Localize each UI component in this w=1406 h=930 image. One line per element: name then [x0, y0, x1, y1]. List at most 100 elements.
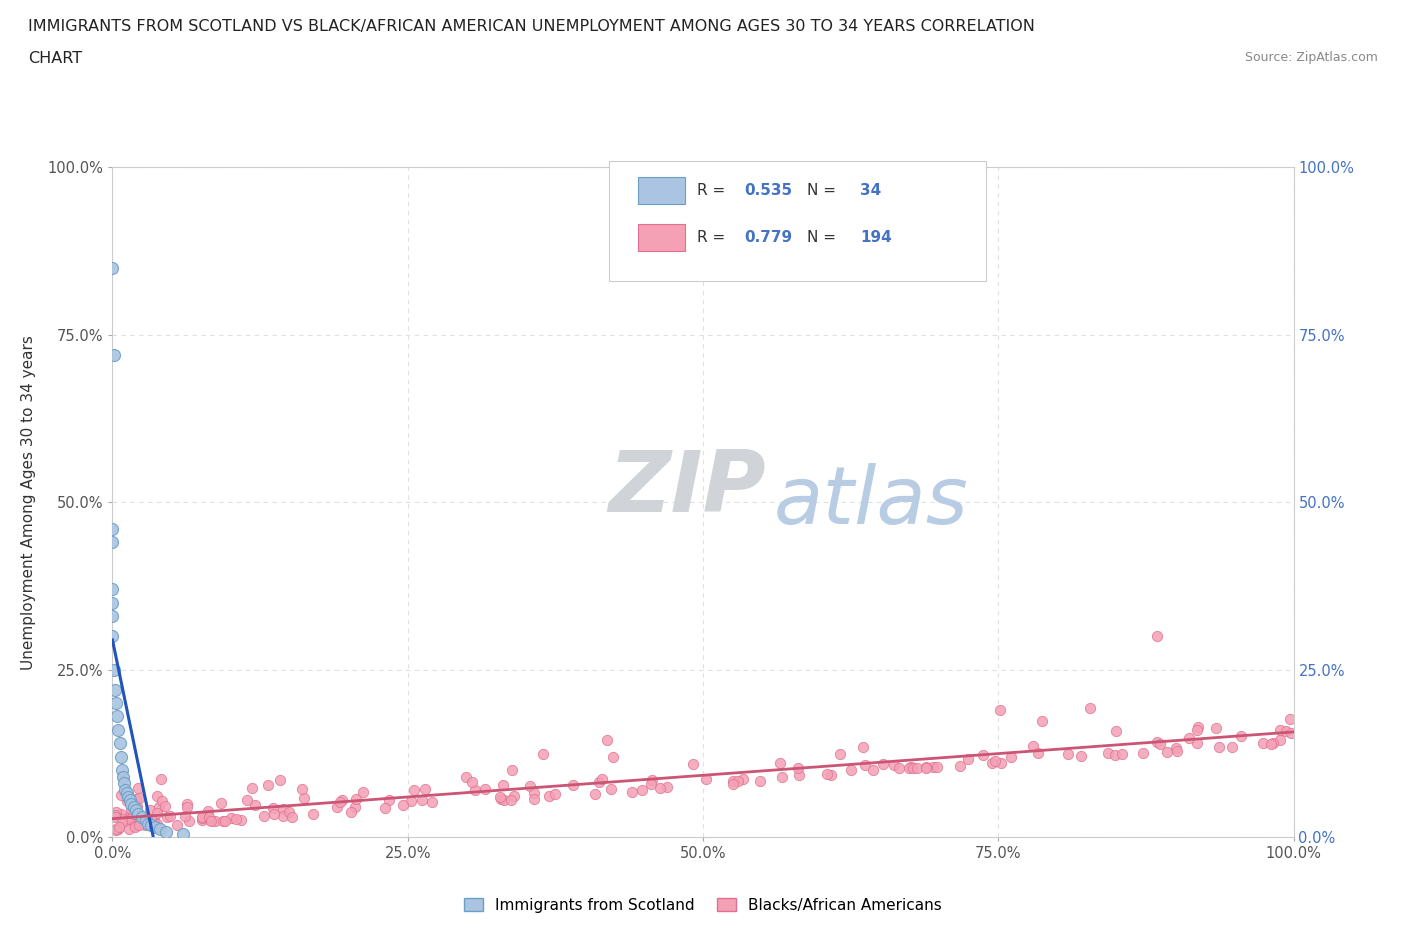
Point: [914, 761, 936, 776]
Point: [105, 821, 128, 836]
Point: [531, 747, 554, 762]
Point: [191, 813, 214, 828]
Point: [108, 819, 131, 834]
Point: [600, 782, 623, 797]
Point: [262, 801, 284, 816]
Point: [620, 784, 643, 799]
Point: [149, 821, 172, 836]
Point: [1208, 739, 1230, 754]
Point: [136, 817, 159, 831]
Point: [155, 824, 177, 839]
Bar: [638, 224, 685, 251]
Point: [733, 771, 755, 786]
Point: [378, 792, 401, 807]
Point: [200, 814, 222, 829]
Point: [292, 790, 315, 805]
Point: [392, 798, 415, 813]
Point: [538, 789, 561, 804]
Point: [872, 757, 894, 772]
Point: [197, 804, 219, 818]
Point: [1146, 735, 1168, 750]
FancyBboxPatch shape: [609, 161, 987, 281]
Point: [145, 817, 167, 831]
Point: [128, 817, 150, 832]
Point: [176, 799, 198, 814]
Point: [273, 808, 295, 823]
Point: [464, 782, 486, 797]
Point: [104, 810, 127, 825]
Point: [110, 806, 132, 821]
Point: [117, 821, 139, 836]
Point: [905, 761, 928, 776]
Point: [1031, 714, 1053, 729]
Point: [166, 817, 188, 832]
Point: [721, 774, 744, 789]
Point: [105, 822, 128, 837]
Point: [787, 768, 810, 783]
Point: [1097, 746, 1119, 761]
Point: [204, 814, 226, 829]
Point: [110, 750, 132, 764]
Point: [1111, 747, 1133, 762]
Point: [330, 792, 353, 807]
Point: [1149, 737, 1171, 752]
Point: [326, 800, 349, 815]
Point: [492, 777, 515, 792]
Text: N =: N =: [807, 231, 841, 246]
Point: [494, 792, 516, 807]
Point: [104, 804, 127, 819]
Text: atlas: atlas: [773, 463, 969, 541]
Point: [489, 791, 512, 806]
Point: [402, 782, 425, 797]
Point: [770, 769, 793, 784]
Point: [921, 759, 943, 774]
Legend: Immigrants from Scotland, Blacks/African Americans: Immigrants from Scotland, Blacks/African…: [458, 892, 948, 919]
Point: [1166, 743, 1188, 758]
Point: [141, 817, 163, 832]
Point: [257, 777, 280, 792]
Point: [648, 780, 671, 795]
Point: [253, 808, 276, 823]
Point: [155, 799, 177, 814]
Point: [191, 809, 214, 824]
Point: [125, 791, 148, 806]
Point: [474, 781, 496, 796]
Point: [519, 778, 541, 793]
Point: [401, 793, 423, 808]
Text: 34: 34: [860, 183, 882, 198]
Point: [501, 792, 523, 807]
Point: [344, 800, 367, 815]
Point: [104, 683, 127, 698]
Point: [209, 795, 232, 810]
Point: [221, 811, 243, 826]
Point: [786, 761, 808, 776]
Point: [501, 763, 523, 777]
Point: [134, 811, 156, 826]
Point: [523, 786, 546, 801]
Point: [115, 793, 138, 808]
Point: [630, 782, 652, 797]
Point: [588, 774, 610, 789]
Text: CHART: CHART: [28, 51, 82, 66]
Point: [1078, 700, 1101, 715]
Point: [655, 780, 678, 795]
Point: [583, 786, 606, 801]
Point: [128, 813, 150, 828]
Point: [853, 758, 876, 773]
Point: [135, 813, 157, 828]
Point: [263, 807, 285, 822]
Point: [101, 629, 124, 644]
Point: [1185, 723, 1208, 737]
Point: [1070, 748, 1092, 763]
Point: [454, 769, 477, 784]
Point: [340, 804, 363, 819]
Point: [820, 767, 842, 782]
Point: [329, 794, 352, 809]
Point: [1146, 629, 1168, 644]
Point: [420, 794, 443, 809]
Point: [139, 803, 162, 817]
Point: [111, 763, 134, 777]
Point: [748, 774, 770, 789]
Point: [302, 806, 325, 821]
Point: [1205, 721, 1227, 736]
